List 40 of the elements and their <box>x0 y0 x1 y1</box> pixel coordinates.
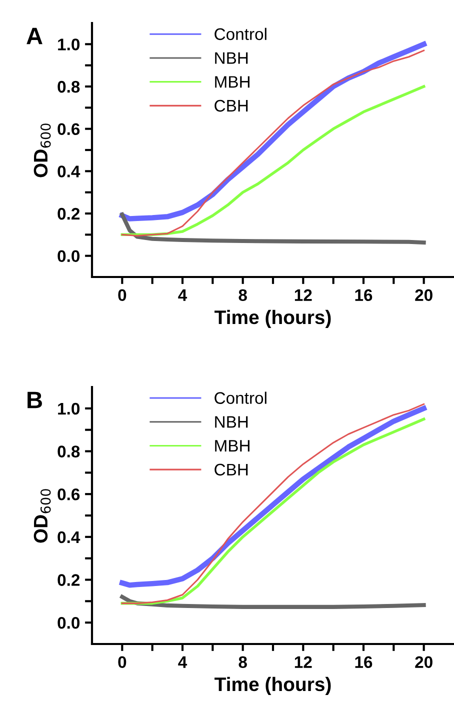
y-tick-label: 0.4 <box>58 166 80 178</box>
legend-label: Control <box>214 392 266 404</box>
line-series <box>120 594 426 609</box>
x-tick-label: 0 <box>118 656 126 668</box>
y-tick-label: 0.8 <box>58 446 80 458</box>
y-tick-label: 0.6 <box>58 488 80 500</box>
legend-label: MBH <box>215 440 250 452</box>
x-tick-label: 20 <box>415 289 432 302</box>
x-axis-title: Time (hours) <box>214 310 331 328</box>
x-tick-label: 0 <box>118 289 126 302</box>
legend-label: NBH <box>215 52 248 64</box>
legend-label: CBH <box>214 100 248 112</box>
text: A <box>26 28 42 44</box>
y-tick-label: 0.4 <box>58 531 80 544</box>
x-tick-label: 12 <box>294 656 312 668</box>
x-tick-label: 16 <box>355 656 372 668</box>
y-tick-label: 0.2 <box>58 208 80 220</box>
x-tick-label: 8 <box>238 289 247 302</box>
line-series <box>120 212 426 245</box>
x-tick-label: 16 <box>355 289 372 302</box>
x-tick-label: 4 <box>178 289 188 301</box>
y-tick-label: 0.0 <box>58 250 80 262</box>
x-tick-label: 4 <box>178 656 188 668</box>
legend-label: CBH <box>214 464 248 476</box>
x-axis-title: Time (hours) <box>214 676 331 696</box>
legend-label: MBH <box>215 76 250 88</box>
y-tick-label: 0.2 <box>58 574 80 586</box>
legend-label: Control <box>214 28 266 40</box>
y-tick-label: 0.6 <box>58 123 80 136</box>
text: B <box>28 392 42 408</box>
legend-label: NBH <box>215 416 248 428</box>
y-tick-label: 0.0 <box>58 616 80 629</box>
y-tick-label: 0.8 <box>58 80 80 93</box>
x-tick-label: 20 <box>415 656 432 668</box>
y-tick-label: 1.0 <box>58 402 80 415</box>
x-tick-label: 12 <box>294 289 312 301</box>
y-tick-label: 1.0 <box>58 38 80 50</box>
x-tick-label: 8 <box>238 656 247 668</box>
y-axis-title: OD$_{600}$ <box>34 489 51 543</box>
y-axis-title: OD$_{600}$ <box>34 124 51 178</box>
